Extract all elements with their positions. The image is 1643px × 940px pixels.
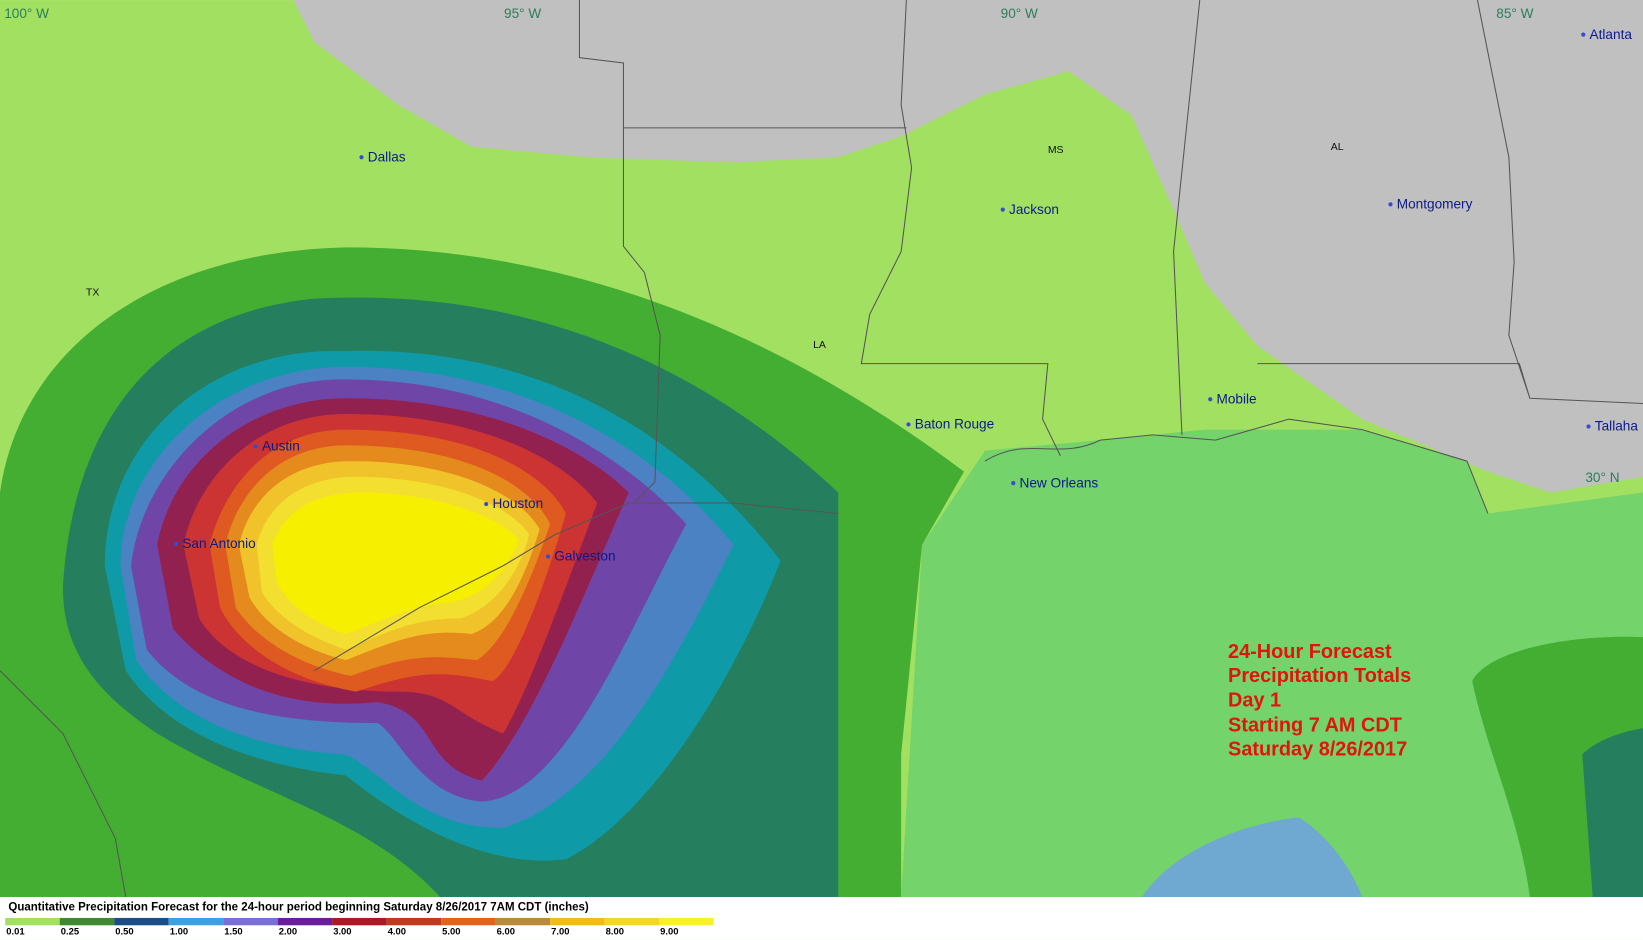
- coastline: [314, 418, 1489, 672]
- legend-label: 2.00: [279, 926, 297, 937]
- city-label: Houston: [492, 496, 543, 511]
- legend-swatch: [441, 917, 496, 926]
- gulf-area: [901, 429, 1643, 897]
- legend-swatch: [659, 917, 714, 926]
- longitude-label: 85° W: [1496, 6, 1533, 21]
- legend-title: Quantitative Precipitation Forecast for …: [8, 902, 589, 914]
- forecast-line: Starting 7 AM CDT: [1228, 714, 1402, 736]
- city-label: Austin: [262, 439, 300, 454]
- forecast-line: Saturday 8/26/2017: [1228, 739, 1407, 761]
- legend-label: 9.00: [660, 926, 678, 937]
- legend-label: 5.00: [442, 926, 460, 937]
- city-label: Dallas: [368, 149, 406, 164]
- state-border: [0, 0, 1643, 898]
- legend-label: 6.00: [497, 926, 515, 937]
- city-dot: [253, 444, 258, 449]
- legend-swatch: [550, 917, 605, 926]
- legend-swatch: [114, 917, 169, 926]
- legend-swatch: [386, 917, 442, 926]
- cities: Dallas Jackson Montgomery Atlanta Mobile Bato…: [173, 27, 1639, 564]
- city-dot: [545, 554, 551, 559]
- legend-label: 0.25: [61, 926, 79, 937]
- legend-label: 3.00: [333, 926, 351, 937]
- forecast-line: Day 1: [1228, 689, 1281, 711]
- legend-label: 4.00: [388, 926, 406, 937]
- contour: [1582, 728, 1643, 897]
- city-dot: [1581, 32, 1586, 37]
- forecast-label: 24-Hour Forecast Precipitation Totals Da…: [1228, 641, 1411, 760]
- contour: [272, 492, 519, 634]
- longitude-label: 100° W: [4, 6, 49, 21]
- legend-label: 8.00: [606, 926, 624, 937]
- state-label: TX: [86, 288, 99, 299]
- city-label: Mobile: [1217, 391, 1257, 406]
- city-dot: [359, 155, 364, 160]
- city-dot: [173, 541, 179, 546]
- legend-swatch: [332, 917, 387, 926]
- city-dot: [1388, 202, 1393, 207]
- legend-swatch: [604, 917, 660, 926]
- legend-swatch: [277, 917, 333, 926]
- city-label: Jackson: [1009, 202, 1059, 217]
- city-label: Galveston: [554, 549, 615, 564]
- city-dot: [1000, 207, 1005, 212]
- legend-label: 1.00: [170, 926, 188, 937]
- city-dot: [906, 422, 911, 427]
- city-label: Montgomery: [1397, 197, 1473, 212]
- legend-label: 7.00: [551, 926, 569, 937]
- latitude-label: 30° N: [1585, 470, 1619, 485]
- city-label: New Orleans: [1020, 475, 1099, 490]
- land-no-precip: [293, 0, 1643, 493]
- city-label: San Antonio: [182, 536, 255, 551]
- city-dot: [1586, 424, 1591, 429]
- city-dot: [484, 501, 489, 507]
- legend-label: 1.50: [224, 926, 242, 937]
- legend: 0.01 0.25 0.50 1.00 1.50 2.00 3.00 4.00 5.00 6.00…: [5, 917, 714, 937]
- contour: [1142, 817, 1363, 897]
- city-label: Tallaha: [1595, 419, 1639, 434]
- legend-swatch: [168, 917, 224, 926]
- legend-swatch: [5, 917, 60, 926]
- legend-label: 0.50: [115, 926, 133, 937]
- state-label: LA: [813, 340, 826, 351]
- city-dot: [1011, 481, 1016, 486]
- longitude-label: 95° W: [504, 6, 541, 21]
- legend-swatch: [223, 917, 278, 926]
- legend-swatch: [59, 917, 115, 926]
- city-label: Baton Rouge: [915, 417, 994, 432]
- forecast-line: 24-Hour Forecast: [1228, 641, 1392, 663]
- longitude-label: 90° W: [1001, 6, 1038, 21]
- state-label: AL: [1331, 142, 1344, 153]
- forecast-line: Precipitation Totals: [1228, 665, 1411, 687]
- legend-swatch: [495, 917, 551, 926]
- city-label: Atlanta: [1590, 27, 1633, 42]
- city-dot: [1208, 397, 1213, 402]
- legend-label: 0.01: [6, 926, 24, 937]
- state-label: MS: [1048, 145, 1064, 156]
